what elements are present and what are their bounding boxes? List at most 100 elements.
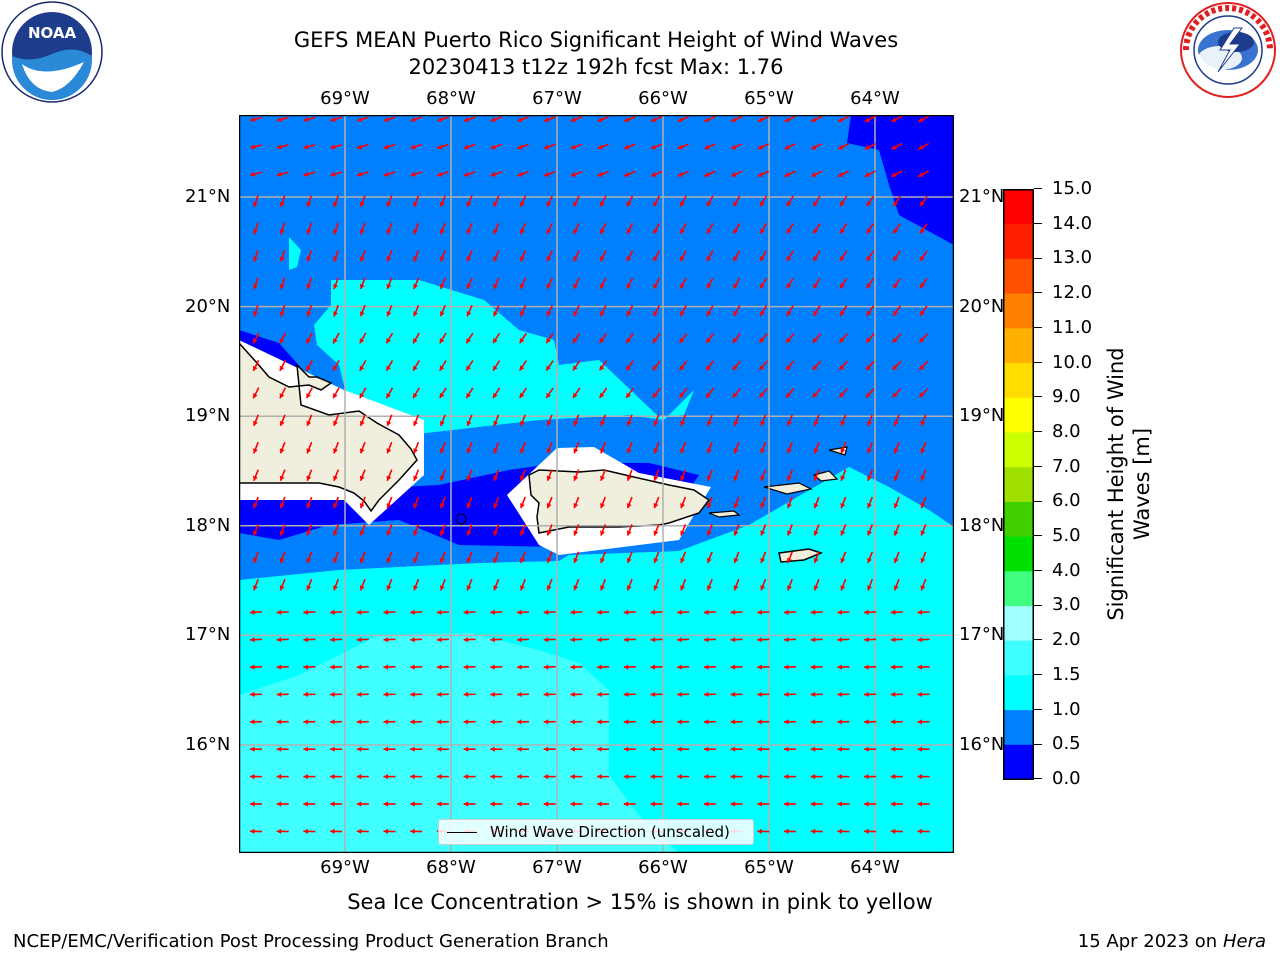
wind-wave-arrow bbox=[306, 496, 313, 509]
wind-wave-arrow bbox=[597, 801, 610, 807]
wind-wave-arrow bbox=[439, 524, 446, 536]
wind-wave-arrow bbox=[864, 637, 877, 643]
wind-wave-arrow bbox=[625, 332, 635, 344]
wind-wave-arrow bbox=[920, 469, 927, 482]
wind-wave-arrow bbox=[650, 170, 663, 177]
wind-wave-arrow bbox=[760, 524, 767, 536]
wind-wave-arrow bbox=[279, 524, 286, 536]
wind-wave-arrow bbox=[570, 143, 583, 150]
wind-wave-arrow bbox=[812, 277, 821, 289]
wind-wave-arrow bbox=[573, 496, 580, 509]
wind-wave-arrow bbox=[490, 637, 503, 643]
wind-wave-arrow bbox=[305, 387, 313, 399]
wind-wave-arrow bbox=[599, 222, 607, 235]
wind-wave-arrow bbox=[386, 578, 393, 591]
wind-wave-arrow bbox=[680, 551, 687, 564]
wind-wave-arrow bbox=[784, 170, 796, 178]
wind-wave-arrow bbox=[570, 637, 583, 643]
colorbar-segment bbox=[1003, 327, 1034, 364]
wind-wave-arrow bbox=[543, 801, 556, 807]
wind-wave-arrow bbox=[279, 277, 286, 290]
wind-wave-arrow bbox=[837, 609, 850, 615]
wind-wave-arrow bbox=[598, 332, 608, 344]
wind-wave-arrow bbox=[703, 719, 716, 725]
colorbar-tick-label: 2.0 bbox=[1052, 629, 1081, 651]
wind-wave-arrow bbox=[920, 496, 927, 509]
wind-wave-arrow bbox=[439, 441, 446, 454]
wind-wave-arrow bbox=[253, 551, 259, 564]
wind-wave-arrow bbox=[359, 222, 366, 235]
wind-wave-arrow bbox=[439, 469, 446, 482]
wind-wave-arrow bbox=[867, 496, 874, 509]
wind-wave-arrow bbox=[410, 691, 423, 698]
wind-wave-arrow bbox=[543, 170, 556, 177]
wind-wave-arrow bbox=[253, 578, 259, 591]
wind-wave-arrow bbox=[677, 691, 690, 698]
wind-wave-arrow bbox=[864, 828, 877, 834]
wind-wave-arrow bbox=[333, 277, 339, 290]
wind-wave-arrow bbox=[813, 551, 820, 564]
wind-wave-arrow bbox=[413, 524, 420, 536]
puerto-rico-land bbox=[528, 469, 711, 534]
wind-wave-arrow bbox=[356, 746, 369, 752]
wind-wave-arrow bbox=[812, 250, 821, 262]
colorbar-tick-mark bbox=[1034, 257, 1042, 259]
wind-wave-arrow bbox=[493, 524, 500, 536]
wind-wave-arrow bbox=[573, 277, 580, 290]
wind-wave-arrow bbox=[679, 222, 687, 235]
wind-wave-arrow bbox=[600, 524, 607, 536]
wind-wave-arrow bbox=[519, 250, 527, 262]
wind-wave-arrow bbox=[626, 441, 633, 454]
wind-wave-arrow bbox=[333, 524, 340, 536]
wind-wave-arrow bbox=[810, 746, 823, 752]
wind-wave-arrow bbox=[705, 360, 715, 371]
wind-wave-arrow bbox=[546, 222, 554, 235]
colorbar-tick-mark bbox=[1034, 535, 1042, 537]
wind-wave-arrow bbox=[920, 551, 927, 564]
lat-label-right: 20°N bbox=[959, 295, 1005, 317]
wind-wave-arrow bbox=[917, 828, 930, 834]
colorbar-tick-label: 10.0 bbox=[1052, 351, 1093, 373]
wind-wave-arrow bbox=[652, 360, 661, 371]
wind-wave-arrow bbox=[839, 277, 848, 289]
wind-wave-arrow bbox=[516, 746, 530, 752]
wind-wave-arrow bbox=[864, 664, 877, 670]
wind-wave-arrow bbox=[730, 115, 743, 123]
wind-wave-arrow bbox=[917, 609, 930, 615]
wind-wave-arrow bbox=[466, 250, 473, 262]
wind-wave-arrow bbox=[865, 360, 875, 371]
wind-wave-arrow bbox=[276, 773, 289, 780]
wind-wave-arrow bbox=[677, 115, 690, 123]
wind-wave-arrow bbox=[757, 719, 770, 725]
wind-wave-arrow bbox=[249, 691, 263, 698]
wind-wave-arrow bbox=[623, 691, 636, 698]
colorbar-label-line2: Waves [m] bbox=[1130, 427, 1154, 541]
wind-wave-arrow bbox=[812, 333, 822, 344]
wind-wave-arrow bbox=[917, 115, 930, 123]
wind-wave-arrow bbox=[413, 496, 420, 509]
wind-wave-arrow bbox=[787, 551, 793, 564]
wind-wave-arrow bbox=[436, 801, 449, 807]
colorbar-tick-label: 9.0 bbox=[1052, 386, 1081, 408]
wind-wave-arrow bbox=[918, 388, 929, 398]
wind-wave-arrow bbox=[253, 222, 259, 235]
wind-wave-arrow bbox=[330, 664, 343, 670]
wind-wave-arrow bbox=[517, 170, 529, 177]
wind-wave-arrow bbox=[410, 773, 423, 780]
wind-wave-arrow bbox=[706, 551, 713, 564]
wind-wave-arrow bbox=[812, 387, 822, 399]
wind-wave-arrow bbox=[439, 551, 446, 564]
wind-wave-arrow bbox=[356, 801, 369, 807]
wind-wave-arrow bbox=[917, 719, 930, 725]
wind-wave-arrow bbox=[410, 143, 423, 150]
wind-wave-arrow bbox=[706, 496, 713, 509]
wind-wave-arrow bbox=[520, 524, 526, 536]
wind-wave-arrow bbox=[597, 664, 610, 670]
wind-wave-arrow bbox=[892, 333, 902, 344]
wind-wave-arrow bbox=[810, 801, 823, 807]
wind-wave-arrow bbox=[678, 360, 688, 371]
wind-wave-arrow bbox=[759, 277, 768, 289]
wind-wave-arrow bbox=[812, 195, 821, 207]
wind-wave-arrow bbox=[490, 746, 503, 752]
wind-wave-arrow bbox=[249, 144, 263, 150]
